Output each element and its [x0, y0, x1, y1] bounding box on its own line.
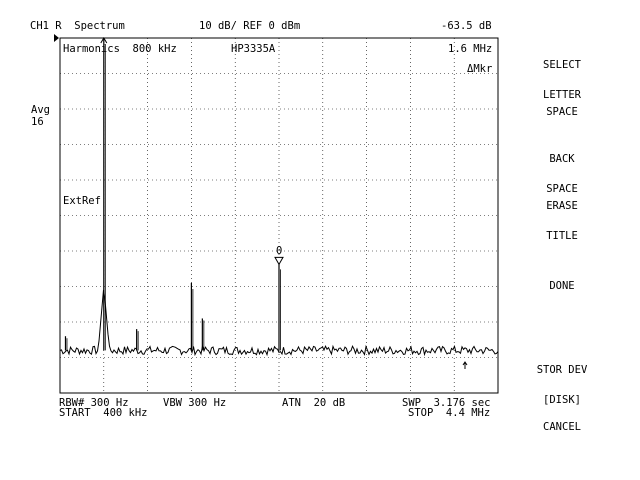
scale-label: 10 dB/ REF 0 dBm	[199, 20, 301, 32]
spectrum-trace	[59, 289, 499, 357]
markers	[100, 37, 468, 369]
softkey-select-letter[interactable]: SELECT LETTER	[506, 40, 618, 110]
start-frequency: START 400 kHz	[59, 407, 148, 419]
avg-label: Avg	[31, 104, 50, 116]
display-title: Harmonics 800 kHz	[63, 43, 177, 55]
avg-count: 16	[31, 116, 44, 128]
vbw-label: VBW 300 Hz	[163, 397, 227, 409]
softkey-erase-title[interactable]: ERASE TITLE	[506, 181, 618, 251]
softkey-line2: [DISK]	[543, 394, 581, 406]
delta-marker-label: ΔMkr	[467, 63, 493, 75]
marker-number: 0	[276, 245, 283, 257]
softkey-line1: CANCEL	[543, 421, 581, 433]
softkey-line1: ERASE	[546, 200, 578, 212]
marker-frequency: 1.6 MHz	[448, 43, 493, 55]
softkey-line1: BACK	[549, 153, 575, 165]
peak-lines	[64, 38, 281, 351]
softkey-cancel[interactable]: CANCEL	[506, 402, 618, 442]
marker-readout: -63.5 dB	[441, 20, 492, 32]
channel-label: CH1 R Spectrum	[30, 20, 125, 32]
extref-label: ExtRef	[63, 195, 101, 207]
source-label: HP3335A	[231, 43, 276, 55]
softkey-line1: STOR DEV	[536, 364, 588, 376]
delta-marker-triangle	[274, 256, 284, 266]
softkey-line1: SELECT	[543, 59, 581, 71]
span-marker-arrow	[462, 361, 468, 366]
softkey-stor-dev[interactable]: STOR DEV [DISK]	[506, 345, 618, 415]
softkey-line1: DONE	[549, 280, 575, 292]
softkey-space[interactable]: SPACE	[506, 87, 618, 127]
rbw-label: RBW# 300 Hz	[59, 397, 129, 409]
ref-level-pointer	[54, 34, 59, 42]
softkey-done[interactable]: DONE	[506, 261, 618, 301]
graticule	[54, 34, 499, 394]
sweep-label: SWP 3.176 sec	[402, 397, 491, 409]
softkey-line1: SPACE	[546, 106, 578, 118]
softkey-back-space[interactable]: BACK SPACE	[506, 134, 618, 204]
softkey-line2: SPACE	[546, 183, 578, 195]
softkey-line2: LETTER	[543, 89, 581, 101]
softkey-line2: TITLE	[546, 230, 578, 242]
atn-label: ATN 20 dB	[282, 397, 346, 409]
stop-frequency: STOP 4.4 MHz	[408, 407, 491, 419]
carrier-marker-arrow	[100, 37, 108, 44]
